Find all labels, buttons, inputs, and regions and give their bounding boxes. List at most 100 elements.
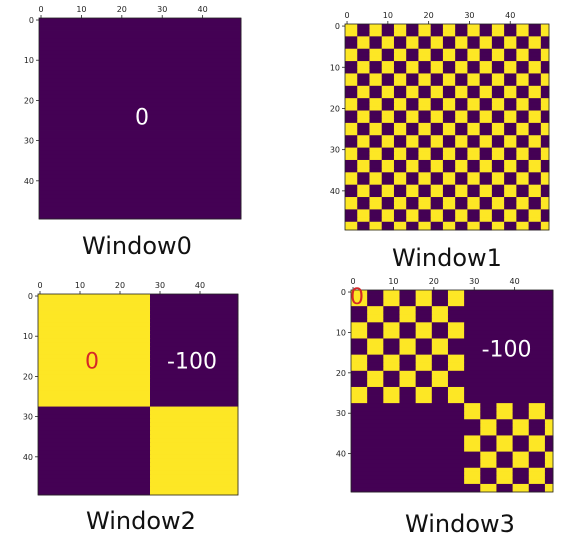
- heatmap-cell-run: [415, 294, 433, 299]
- heatmap-cell-run: [38, 462, 151, 468]
- heatmap-cell-run: [393, 77, 407, 83]
- heatmap-cell-run: [540, 127, 550, 132]
- heatmap-cell-run: [351, 370, 368, 376]
- heatmap-cell-run: [431, 314, 449, 319]
- heatmap-cell-run: [442, 197, 456, 202]
- heatmap-cell-run: [464, 479, 481, 485]
- heatmap-cell-run: [351, 366, 368, 372]
- heatmap-cell-run: [455, 73, 468, 78]
- heatmap-cell-run: [418, 159, 432, 165]
- x-tick-label: 10: [388, 277, 398, 286]
- heatmap-cell-run: [393, 56, 407, 62]
- heatmap-cell-run: [467, 36, 481, 41]
- heatmap-cell-run: [467, 188, 481, 194]
- heatmap-cell-run: [528, 176, 542, 181]
- heatmap-cell-run: [442, 168, 456, 173]
- heatmap-cell-run: [415, 366, 433, 372]
- heatmap-cell-run: [418, 221, 432, 227]
- heatmap-cell-run: [369, 168, 383, 173]
- heatmap-cell-run: [367, 310, 384, 315]
- heatmap-cell-run: [381, 205, 395, 210]
- heatmap-cell-run: [406, 201, 419, 206]
- heatmap-cell-run: [357, 89, 370, 95]
- heatmap-cell-run: [447, 346, 554, 351]
- heatmap-cell-run: [406, 225, 419, 231]
- heatmap-cell-run: [369, 24, 383, 29]
- heatmap-cell-run: [39, 90, 242, 95]
- heatmap-cell-run: [464, 358, 554, 364]
- heatmap-cell-run: [504, 143, 517, 148]
- heatmap-cell-run: [480, 463, 497, 469]
- heatmap-cell-run: [418, 139, 432, 144]
- heatmap-cell-run: [504, 151, 517, 157]
- heatmap-cell-run: [528, 188, 542, 194]
- heatmap-cell-run: [399, 318, 417, 323]
- heatmap-cell-run: [383, 330, 400, 335]
- heatmap-cell-run: [528, 102, 542, 107]
- heatmap-cell-run: [415, 322, 433, 327]
- heatmap-cell-run: [516, 139, 529, 144]
- heatmap-cell-run: [351, 374, 368, 380]
- heatmap-cell-run: [442, 77, 456, 83]
- heatmap-cell-run: [528, 209, 542, 214]
- heatmap-cell-run: [442, 110, 456, 116]
- heatmap-cell-run: [38, 434, 151, 440]
- heatmap-cell-run: [418, 147, 432, 153]
- heatmap-cell-run: [399, 338, 417, 343]
- heatmap-cell-run: [430, 159, 444, 165]
- heatmap-cell-run: [442, 36, 456, 41]
- heatmap-cell-run: [393, 65, 407, 70]
- heatmap-cell-run: [479, 201, 493, 206]
- heatmap-cell-run: [367, 334, 384, 339]
- heatmap-cell-run: [504, 164, 517, 169]
- heatmap-cell-run: [455, 209, 468, 214]
- heatmap-cell-run: [357, 201, 370, 206]
- heatmap-cell-run: [406, 24, 419, 29]
- heatmap-cell-run: [357, 73, 370, 78]
- heatmap-cell-run: [479, 48, 493, 54]
- heatmap-cell-run: [544, 487, 554, 493]
- heatmap-cell-run: [504, 159, 517, 165]
- heatmap-cell-run: [381, 180, 395, 186]
- heatmap-cell-run: [345, 56, 358, 62]
- heatmap-cell-run: [383, 326, 400, 331]
- heatmap-cell-run: [447, 386, 465, 392]
- heatmap-cell-run: [504, 28, 517, 33]
- heatmap-cell-run: [357, 40, 370, 45]
- heatmap-cell-run: [540, 139, 550, 144]
- heatmap-cell-run: [406, 127, 419, 132]
- heatmap-cell-run: [442, 201, 456, 206]
- heatmap-cell-run: [38, 426, 151, 432]
- heatmap-cell-run: [369, 147, 383, 153]
- heatmap-cell-run: [442, 151, 456, 157]
- heatmap-cell-run: [491, 73, 505, 78]
- heatmap-cell-run: [491, 102, 505, 107]
- heatmap-cell-run: [38, 342, 151, 347]
- heatmap-cell-run: [540, 180, 550, 186]
- heatmap-cell-run: [367, 294, 384, 299]
- heatmap-cell-run: [431, 374, 449, 380]
- heatmap-cell-run: [479, 61, 493, 66]
- heatmap-cell-run: [431, 310, 449, 315]
- heatmap-cell-run: [381, 197, 395, 202]
- x-tick-label: 0: [344, 11, 349, 20]
- heatmap-cell-run: [544, 439, 554, 444]
- heatmap-cell-run: [399, 294, 417, 299]
- heatmap-cell-run: [393, 221, 407, 227]
- heatmap-cell-run: [540, 85, 550, 91]
- heatmap-cell-run: [393, 213, 407, 219]
- heatmap-cell-run: [455, 52, 468, 58]
- heatmap-cell-run: [357, 209, 370, 214]
- heatmap-cell-run: [516, 106, 529, 111]
- heatmap-cell-run: [39, 98, 242, 103]
- heatmap-cell-run: [442, 213, 456, 219]
- heatmap-cell-run: [431, 350, 449, 356]
- heatmap-cell-run: [383, 399, 400, 404]
- window3-caption: Window3: [405, 510, 515, 538]
- heatmap-cell-run: [381, 217, 395, 223]
- heatmap-cell-run: [369, 151, 383, 157]
- heatmap-cell-run: [357, 106, 370, 111]
- heatmap-cell-run: [467, 110, 481, 116]
- heatmap-cell-run: [479, 188, 493, 194]
- heatmap-cell-run: [39, 162, 242, 168]
